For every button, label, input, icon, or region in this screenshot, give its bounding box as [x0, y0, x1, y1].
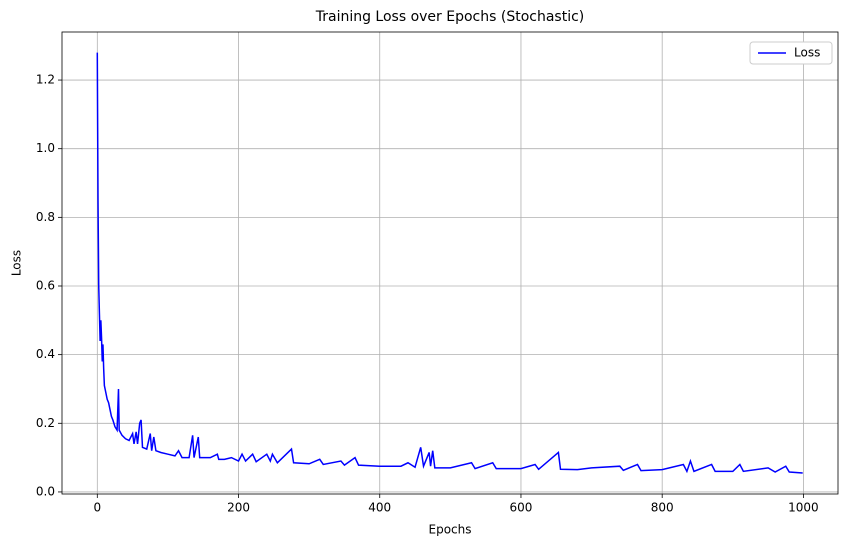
y-tick-label: 0.2 [36, 416, 55, 430]
x-tick-label: 0 [93, 501, 101, 515]
x-axis-label: Epochs [429, 523, 472, 537]
x-tick-label: 400 [368, 501, 391, 515]
y-tick-label: 0.4 [36, 347, 55, 361]
y-tick-label: 0.0 [36, 484, 55, 498]
y-tick-label: 0.6 [36, 278, 55, 292]
y-axis-label: Loss [10, 250, 24, 276]
plot-frame [61, 31, 839, 495]
x-tick-label: 800 [651, 501, 674, 515]
y-tick-label: 0.8 [36, 210, 55, 224]
legend-box [749, 41, 833, 65]
chart-title: Training Loss over Epochs (Stochastic) [315, 9, 585, 25]
y-tick-label: 1.2 [36, 73, 55, 87]
x-tick-label: 600 [510, 501, 533, 515]
y-tick-label: 1.0 [36, 141, 55, 155]
x-tick-label: 200 [227, 501, 250, 515]
legend-label: Loss [794, 46, 820, 60]
x-tick-label: 1000 [788, 501, 819, 515]
loss-line [96, 52, 803, 474]
